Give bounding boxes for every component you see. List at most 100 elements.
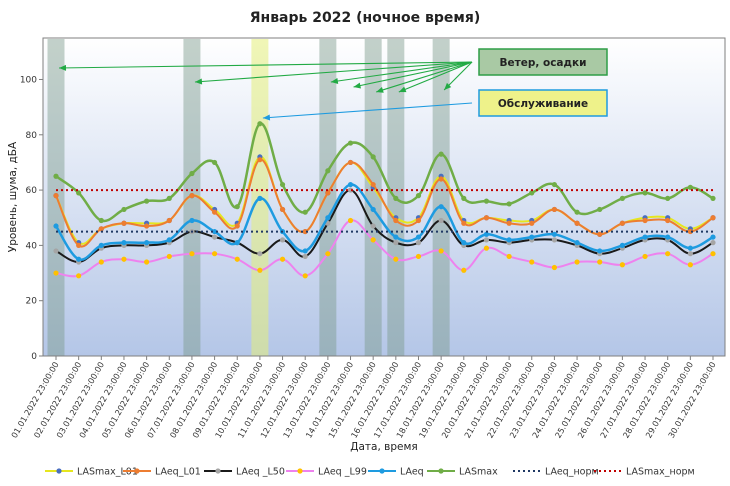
data-point-laeq-l50 — [302, 253, 308, 260]
data-point-laeq-l01 — [597, 231, 603, 237]
data-point-lasmax — [619, 195, 625, 201]
data-point-laeq-l01 — [483, 215, 490, 221]
data-point-lasmax — [506, 201, 512, 207]
data-point-laeq-l50 — [415, 240, 422, 246]
callout-arrow-head — [59, 64, 67, 71]
data-point-laeq-l50 — [347, 187, 354, 193]
series-laeq-l99 — [53, 217, 716, 279]
data-point-laeq-l50 — [53, 248, 59, 254]
y-tick-label: 80 — [26, 131, 38, 141]
data-point-laeq-l50 — [483, 237, 490, 243]
data-point-laeq-l50 — [279, 237, 286, 243]
data-point-laeq-l99 — [347, 217, 354, 224]
plot-area — [42, 37, 726, 357]
legend-swatch-marker — [297, 468, 303, 474]
data-point-laeq-l99 — [279, 256, 286, 262]
y-axis-label: Уровень, шума, дБА — [7, 141, 19, 252]
data-point-laeq — [415, 234, 422, 240]
legend-item-lasmax-l01: LASmax_L01 — [45, 467, 138, 478]
data-point-laeq — [347, 181, 354, 188]
data-point-laeq-l01 — [302, 228, 308, 235]
data-point-laeq-l99 — [189, 251, 195, 257]
legend-item-laeq-l99: LAeq _L99 — [286, 467, 367, 478]
data-point-lasmax — [370, 154, 376, 160]
data-point-laeq-l01 — [619, 220, 625, 226]
data-point-laeq-l01 — [325, 190, 331, 196]
legend-label: LAeq — [400, 467, 424, 478]
data-point-laeq — [393, 234, 399, 240]
data-point-laeq-l01 — [551, 206, 558, 213]
data-point-laeq-l01 — [76, 242, 82, 248]
legend-item-laeq-норм: LAeq_норм — [513, 467, 599, 478]
data-point-laeq-l99 — [415, 253, 422, 260]
data-point-laeq-l99 — [53, 270, 59, 276]
data-point-laeq-l99 — [574, 259, 580, 265]
data-point-laeq-l01 — [574, 220, 580, 226]
data-point-lasmax — [642, 190, 648, 196]
data-point-laeq-l99 — [506, 253, 512, 260]
data-point-laeq — [687, 245, 693, 251]
data-point-laeq-l01 — [189, 193, 195, 199]
data-point-laeq — [642, 234, 648, 240]
data-point-lasmax — [189, 170, 195, 177]
legend-item-laeq-l01: LAeq_L01 — [123, 467, 201, 478]
data-point-laeq-l01 — [98, 226, 104, 232]
data-point-lasmax — [144, 198, 150, 204]
data-point-laeq-l99 — [393, 256, 399, 262]
data-point-laeq-l99 — [619, 262, 625, 268]
data-point-laeq — [574, 240, 580, 246]
legend-label: LAeq_L01 — [155, 467, 201, 478]
data-point-lasmax — [257, 121, 263, 127]
data-point-laeq-l01 — [529, 220, 535, 226]
data-point-lasmax — [279, 181, 286, 188]
data-point-laeq-l01 — [461, 220, 467, 226]
series-lasmax — [53, 121, 716, 224]
legend-swatch-marker — [215, 468, 221, 474]
data-point-laeq — [483, 231, 490, 237]
data-point-lasmax — [483, 198, 490, 204]
data-point-laeq-l99 — [302, 273, 308, 279]
data-point-laeq-l99 — [370, 237, 376, 243]
data-point-laeq-l99 — [642, 253, 648, 260]
data-point-laeq-l50 — [438, 217, 444, 224]
data-point-laeq — [257, 195, 263, 201]
data-point-lasmax — [347, 140, 354, 146]
data-point-lasmax — [166, 195, 172, 201]
data-point-lasmax — [393, 195, 399, 201]
data-point-laeq-l99 — [325, 251, 331, 257]
callout-label-weather: Ветер, осадки — [500, 57, 587, 69]
callout-arrow-line — [58, 61, 473, 69]
data-point-laeq-l99 — [483, 245, 490, 251]
y-tick-label: 100 — [20, 75, 37, 85]
data-point-laeq-l99 — [211, 251, 218, 257]
data-point-laeq-l01 — [347, 159, 354, 166]
data-point-laeq — [665, 234, 671, 240]
data-point-lasmax — [597, 206, 603, 213]
data-point-laeq-l01 — [506, 220, 512, 226]
data-point-laeq-l99 — [710, 251, 716, 257]
callout-box-maintenance — [478, 89, 608, 117]
callout-arrow-line — [262, 102, 473, 119]
x-axis-label: Дата, время — [350, 441, 417, 453]
band-weather-4 — [364, 39, 382, 356]
data-point-laeq-l01 — [211, 209, 218, 215]
y-tick-label: 20 — [26, 297, 38, 307]
data-point-laeq-l50 — [393, 240, 399, 246]
y-tick-label: 0 — [31, 352, 37, 362]
data-point-laeq-l99 — [665, 251, 671, 257]
data-point-laeq-l99 — [144, 259, 150, 265]
legend-item-laeq-l50: LAeq _L50 — [204, 467, 285, 478]
data-point-laeq-l99 — [529, 259, 535, 265]
data-point-laeq-l50 — [211, 234, 218, 240]
legend-swatch-marker — [379, 468, 385, 474]
callout-arrow-head — [353, 82, 361, 89]
data-point-laeq-l01 — [438, 176, 444, 182]
data-point-laeq-l99 — [166, 253, 172, 260]
data-point-lasmax — [461, 195, 467, 201]
data-point-laeq-l01 — [144, 223, 150, 229]
series-laeq-l50 — [53, 187, 716, 265]
callout-box-weather — [478, 48, 608, 76]
callout-arrow-head — [330, 78, 339, 84]
data-point-laeq-l01 — [710, 215, 716, 221]
